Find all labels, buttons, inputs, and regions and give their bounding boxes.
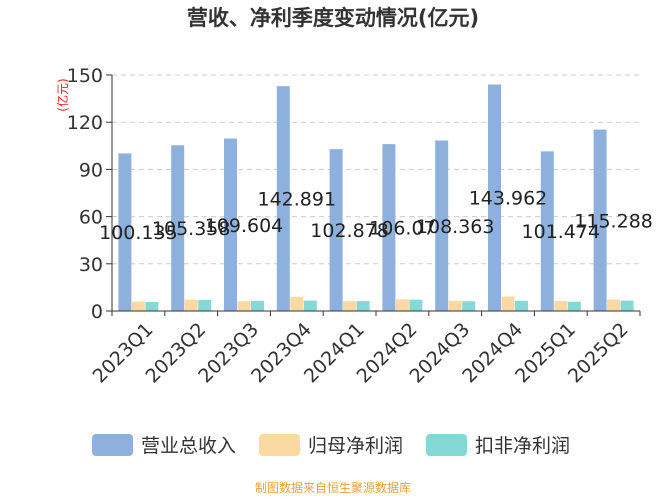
revenue-value-label: 143.962: [469, 188, 548, 210]
bar-net-profit: [131, 301, 145, 311]
revenue-value-label: 106.07: [369, 218, 435, 240]
y-tick-label: 30: [79, 254, 103, 276]
bar-deducted-profit: [303, 300, 317, 311]
bar-deducted-profit: [145, 301, 159, 311]
bar-deducted-profit: [567, 301, 581, 311]
legend-label: 营业总收入: [141, 435, 236, 457]
bar-net-profit: [501, 296, 515, 311]
bar-net-profit: [290, 296, 304, 311]
legend-swatch: [92, 434, 133, 456]
bars: [118, 84, 634, 311]
bar-revenue: [224, 138, 237, 311]
y-tick-label: 90: [79, 159, 103, 181]
bar-revenue: [435, 140, 449, 311]
chart-title: 营收、净利季度变动情况(亿元): [187, 6, 479, 30]
revenue-value-label: 101.474: [522, 221, 601, 243]
y-tick-label: 120: [67, 112, 103, 134]
bar-net-profit: [343, 301, 357, 311]
y-tick-label: 60: [79, 207, 103, 229]
legend-swatch: [259, 434, 300, 456]
y-axis-unit-label: (亿元): [55, 78, 70, 111]
bar-net-profit: [184, 299, 198, 311]
revenue-value-label: 100.135: [99, 222, 178, 244]
bar-net-profit: [395, 299, 409, 311]
legend-swatch: [426, 434, 467, 456]
bar-deducted-profit: [409, 299, 423, 311]
bar-revenue: [329, 149, 343, 311]
bar-revenue: [593, 129, 607, 311]
bar-deducted-profit: [356, 301, 370, 311]
bar-deducted-profit: [515, 300, 528, 311]
bar-deducted-profit: [462, 301, 476, 311]
bar-revenue: [488, 84, 501, 311]
source-note: 制图数据来自恒生聚源数据库: [255, 480, 411, 495]
bar-deducted-profit: [251, 300, 264, 311]
bar-revenue: [382, 144, 396, 311]
bar-revenue: [171, 145, 185, 311]
bar-revenue: [118, 153, 132, 311]
revenue-value-label: 105.358: [152, 218, 231, 240]
bar-net-profit: [554, 301, 568, 311]
bar-net-profit: [448, 300, 462, 311]
y-tick-label: 150: [67, 65, 103, 87]
revenue-value-label: 115.288: [574, 210, 653, 232]
revenue-value-label: 142.891: [258, 189, 337, 211]
revenue-value-label: 102.878: [310, 220, 389, 242]
bar-net-profit: [607, 299, 621, 311]
bar-deducted-profit: [620, 300, 634, 311]
grid-lines: [112, 74, 640, 265]
legend: 营业总收入 归母净利润 扣非净利润: [92, 434, 570, 457]
legend-label: 扣非净利润: [475, 435, 570, 457]
legend-label: 归母净利润: [308, 435, 403, 457]
bar-net-profit: [237, 301, 251, 311]
revenue-value-label: 108.363: [416, 216, 495, 238]
bar-deducted-profit: [198, 299, 212, 311]
revenue-value-label: 109.604: [205, 215, 284, 237]
y-tick-label: 0: [91, 301, 103, 323]
bar-revenue: [540, 151, 554, 311]
bar-revenue: [276, 86, 290, 311]
